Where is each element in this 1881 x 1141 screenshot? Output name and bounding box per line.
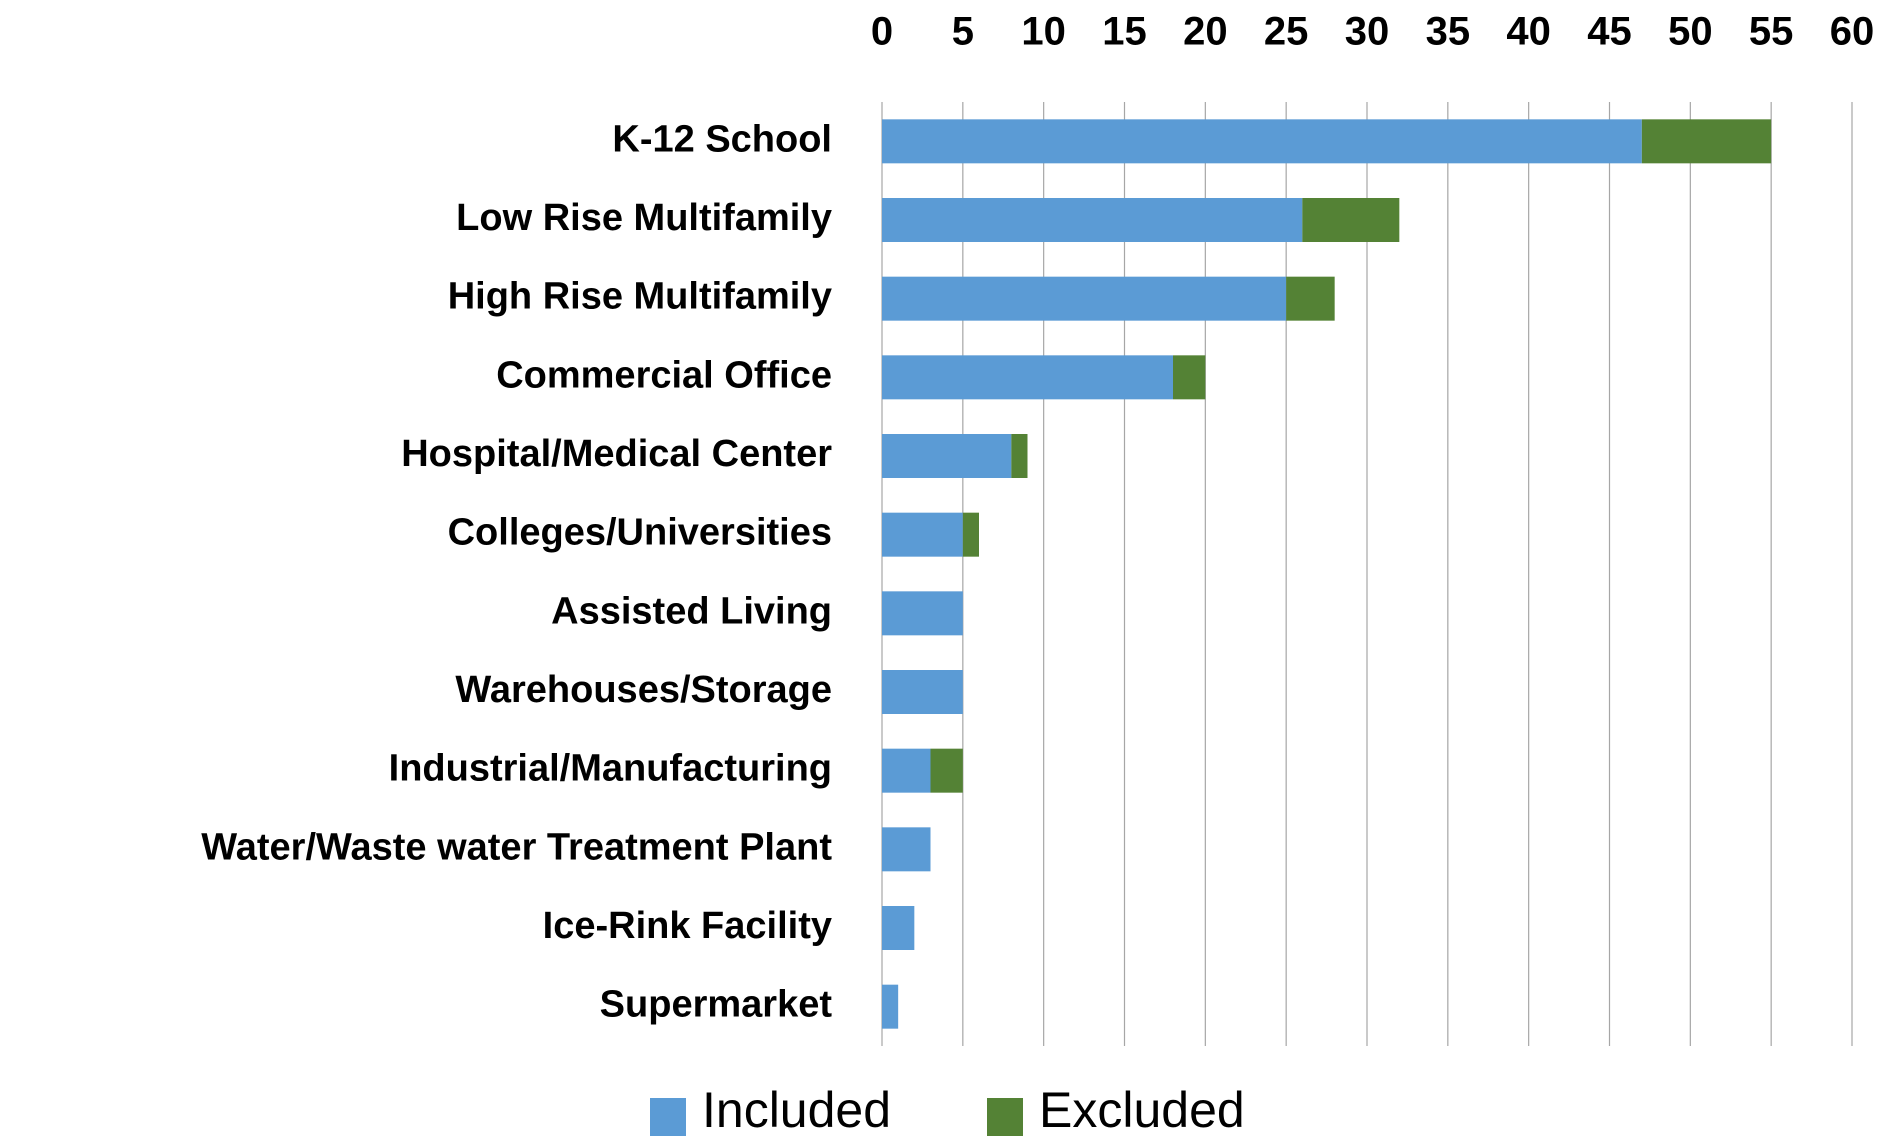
legend-label: Excluded [1039,1082,1245,1138]
bar-segment [882,984,899,1029]
x-tick-label: 45 [1587,10,1632,54]
bar-segment [882,670,963,714]
legend-swatch [987,1098,1023,1136]
bar-segment [1302,198,1400,242]
category-label: Ice-Rink Facility [543,905,832,947]
x-tick-label: 25 [1264,10,1309,54]
bar-segment [882,906,915,950]
category-label: Commercial Office [496,354,832,396]
category-label: Hospital/Medical Center [401,433,832,475]
bar-segment [1173,355,1206,400]
x-tick-label: 0 [871,10,893,54]
legend-label: Included [702,1082,891,1138]
category-label: Water/Waste water Treatment Plant [201,826,832,868]
category-label: High Rise Multifamily [448,276,832,318]
bar-segment [1641,119,1772,164]
x-tick-label: 5 [952,10,974,54]
bar-segment [882,827,931,872]
bar-segment [1011,434,1028,478]
bar-segment [882,119,1642,164]
category-label: Industrial/Manufacturing [389,748,832,790]
bar-segment [1286,276,1335,321]
bar-segment [882,434,1012,478]
bar-segment [882,198,1303,242]
x-tick-label: 40 [1506,10,1551,54]
x-tick-label: 55 [1749,10,1794,54]
category-label: Low Rise Multifamily [456,197,832,239]
bar-segment [882,355,1173,400]
x-tick-label: 20 [1183,10,1228,54]
category-label: K-12 School [612,118,832,160]
bar-segment [962,512,979,557]
category-label: Supermarket [600,984,833,1026]
x-tick-label: 15 [1102,10,1147,54]
x-tick-label: 10 [1021,10,1066,54]
legend-swatch [650,1098,686,1136]
x-tick-label: 30 [1345,10,1390,54]
bar-segment [882,512,963,557]
bar-segment [882,276,1287,321]
category-label: Assisted Living [551,590,832,632]
bar-segment [882,748,931,793]
x-tick-label: 50 [1668,10,1713,54]
bar-segment [882,591,963,636]
category-label: Colleges/Universities [448,512,832,554]
x-tick-label: 60 [1830,10,1875,54]
bar-segment [930,748,963,793]
category-label: Warehouses/Storage [455,669,832,711]
x-tick-label: 35 [1426,10,1471,54]
